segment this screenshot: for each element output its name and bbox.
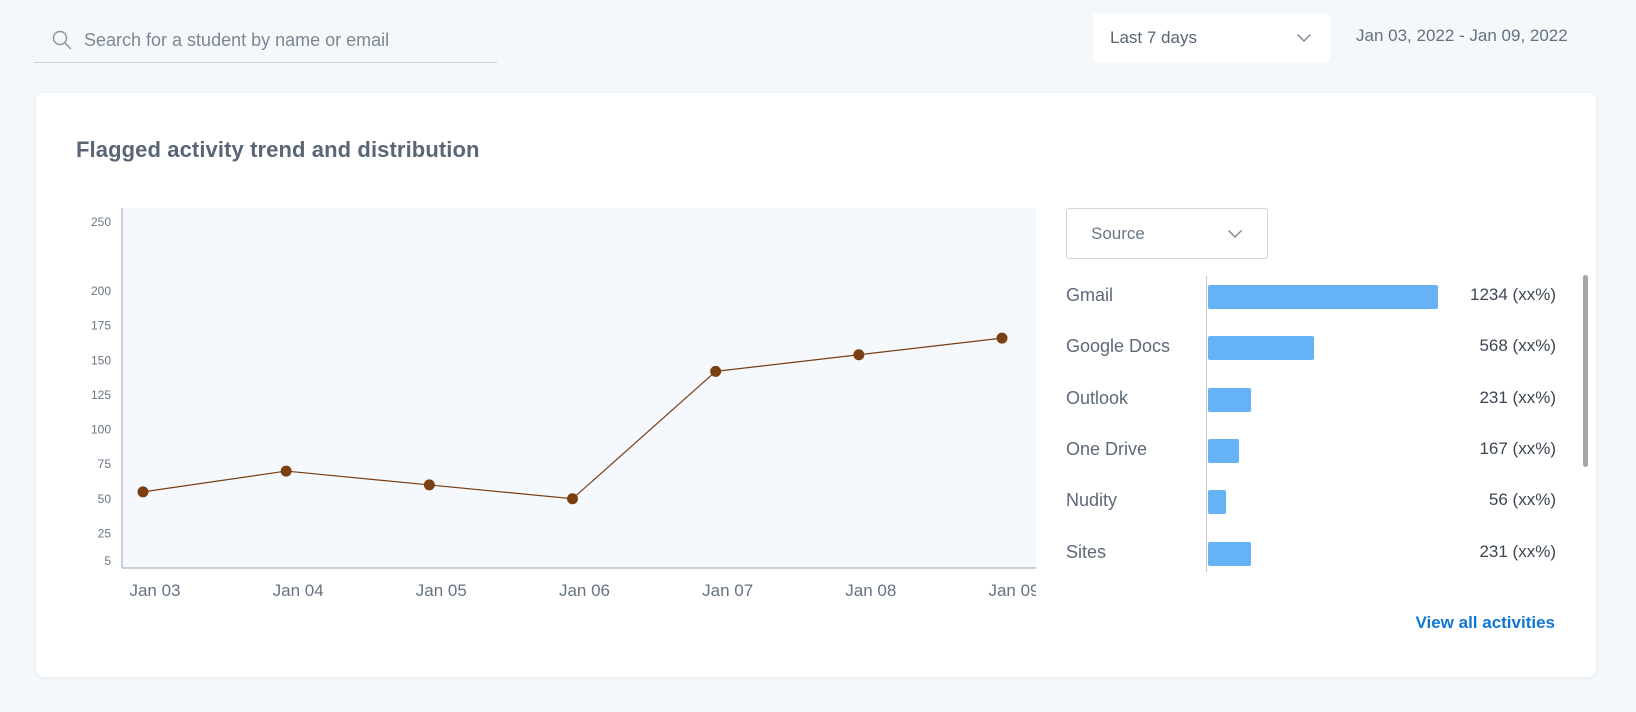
search-input[interactable] [84,29,484,51]
y-tick-label: 175 [91,319,111,333]
y-tick-label: 25 [98,526,112,540]
search-icon [52,30,72,50]
x-tick-label: Jan 06 [559,581,610,600]
date-range-dropdown[interactable]: Last 7 days [1093,13,1330,62]
x-tick-label: Jan 09 [988,581,1036,600]
y-tick-label: 250 [91,215,111,229]
data-point [710,365,722,377]
data-point [137,486,149,498]
distribution-row: One Drive 167 (xx%) [1066,430,1556,470]
x-tick-label: Jan 07 [702,581,753,600]
x-tick-label: Jan 08 [845,581,896,600]
chevron-down-icon [1297,33,1311,42]
data-point [423,479,435,491]
data-point [280,465,292,477]
distribution-label: Gmail [1066,285,1114,305]
x-tick-label: Jan 05 [416,581,467,600]
distribution-label: Sites [1066,541,1107,562]
date-range-dropdown-value: Last 7 days [1110,27,1197,47]
distribution-bar [1208,285,1438,309]
distribution-scrollbar[interactable] [1583,275,1588,467]
y-tick-label: 200 [91,284,111,298]
distribution-label: One Drive [1066,438,1148,459]
distribution-row: Gmail 1234 (xx%) [1066,276,1556,316]
distribution-label: Google Docs [1066,336,1171,357]
distribution-value: 568 (xx%) [1479,336,1556,356]
distribution-row: Google Docs 568 (xx%) [1066,327,1556,367]
y-tick-label: 100 [91,423,111,437]
data-point [996,332,1008,344]
plot-area [122,208,1036,568]
y-tick-label: 75 [98,457,112,471]
trend-line-chart: 5 25 50 75 100 125 150 175 200 250 Jan 03 Jan 04 Jan… [91,208,1036,600]
distribution-value: 1234 (xx%) [1470,285,1556,304]
distribution-label: Nudity [1066,490,1118,511]
distribution-axis [1206,276,1207,572]
y-tick-label: 50 [98,492,112,506]
chevron-down-icon [1228,229,1242,238]
y-tick-label: 125 [91,388,111,402]
distribution-bar [1208,490,1226,515]
data-point [853,349,865,361]
x-tick-label: Jan 03 [129,581,180,600]
distribution-row: Outlook 231 (xx%) [1066,379,1556,419]
source-dropdown[interactable]: Source [1066,208,1268,259]
distribution-value: 231 (xx%) [1479,387,1556,407]
distribution-bar [1208,541,1252,566]
distribution-bar [1208,438,1240,463]
view-all-activities-link[interactable]: View all activities [1415,613,1555,632]
distribution-bar [1208,336,1314,361]
distribution-row: Nudity 56 (xx%) [1066,481,1556,521]
source-distribution-chart: Gmail 1234 (xx%) Google Docs 568 (xx%) Outlo… [1066,276,1556,572]
search-bar[interactable] [34,18,497,63]
distribution-label: Outlook [1066,387,1129,408]
card-title: Flagged activity trend and distribution [76,137,480,162]
date-range-text: Jan 03, 2022 - Jan 09, 2022 [1356,26,1568,45]
x-tick-label: Jan 04 [273,581,324,600]
distribution-value: 56 (xx%) [1488,490,1556,510]
distribution-row: Sites 231 (xx%) [1066,533,1556,573]
distribution-value: 167 (xx%) [1479,438,1556,458]
distribution-bar [1208,387,1252,412]
flagged-activity-card: Flagged activity trend and distribution … [36,93,1596,677]
source-dropdown-value: Source [1091,223,1145,243]
distribution-value: 231 (xx%) [1479,541,1556,561]
data-point [567,493,578,505]
y-tick-label: 150 [91,353,111,367]
y-tick-label: 5 [104,554,111,568]
